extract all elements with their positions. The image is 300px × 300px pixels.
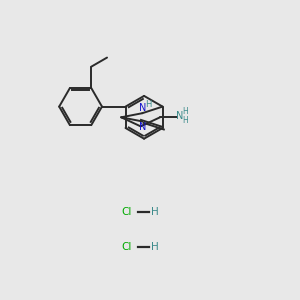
Text: Cl: Cl bbox=[121, 207, 131, 218]
Text: N: N bbox=[176, 111, 183, 121]
Text: H: H bbox=[152, 242, 159, 252]
Text: H: H bbox=[183, 107, 188, 116]
Text: Cl: Cl bbox=[121, 242, 131, 252]
Text: H: H bbox=[152, 207, 159, 218]
Text: N: N bbox=[139, 122, 146, 132]
Text: N: N bbox=[139, 103, 146, 113]
Text: H: H bbox=[183, 116, 188, 125]
Text: H: H bbox=[146, 100, 152, 109]
